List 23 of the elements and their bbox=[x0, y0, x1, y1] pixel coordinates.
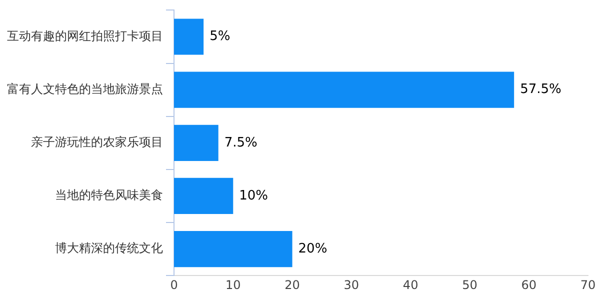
bar bbox=[174, 124, 218, 161]
y-tick-label: 富有人文特色的当地旅游景点 bbox=[7, 82, 163, 96]
x-tick-label: 20 bbox=[284, 278, 300, 292]
y-tick-label: 互动有趣的网红拍照打卡项目 bbox=[7, 28, 163, 43]
bar bbox=[174, 18, 204, 55]
x-tick-label: 50 bbox=[462, 278, 478, 292]
data-label: 20% bbox=[298, 241, 328, 256]
bar bbox=[174, 231, 292, 268]
bar bbox=[174, 72, 514, 108]
x-tick-label: 60 bbox=[521, 278, 536, 292]
x-tick-label: 70 bbox=[580, 278, 596, 292]
y-tick-label: 当地的特色风味美食 bbox=[55, 188, 163, 202]
data-label: 57.5% bbox=[520, 82, 562, 98]
data-label: 5% bbox=[210, 29, 230, 44]
bar bbox=[174, 178, 234, 214]
x-tick-label: 10 bbox=[226, 278, 241, 292]
x-tick-label: 30 bbox=[344, 278, 360, 292]
x-tick-label: 40 bbox=[402, 278, 418, 292]
y-tick-label: 亲子游玩性的农家乐项目 bbox=[31, 135, 163, 150]
data-label: 7.5% bbox=[224, 135, 258, 150]
x-tick-label: 0 bbox=[170, 278, 178, 292]
y-tick-label: 博大精深的传统文化 bbox=[55, 241, 163, 256]
data-label: 10% bbox=[239, 188, 268, 204]
